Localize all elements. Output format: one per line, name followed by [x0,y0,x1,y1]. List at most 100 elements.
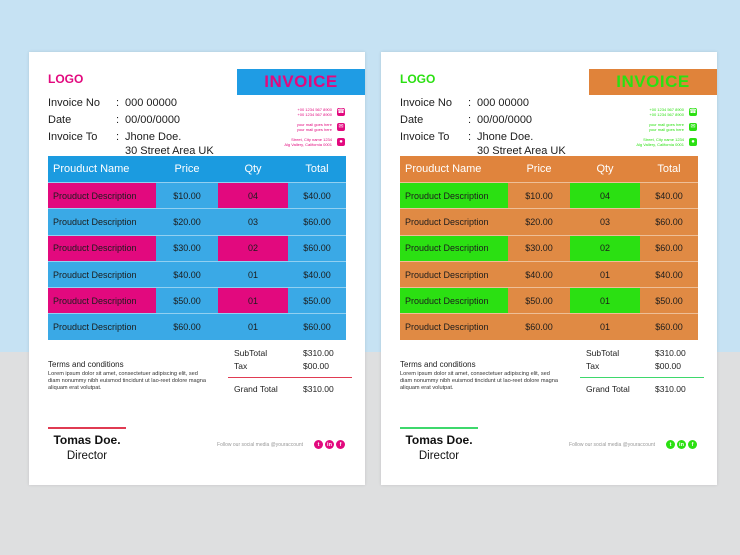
facebook-icon[interactable]: f [336,440,345,449]
items-table: Prouduct Name Price Qty Total Prouduct Descr… [400,156,698,340]
invoice-to-label: Invoice To [400,130,450,143]
mail-icon: ✉ [337,122,345,131]
date-row: Date:00/00/0000 [48,111,214,128]
table-row: Prouduct Description $30.00 02 $60.00 [400,234,698,261]
contact-block: +00 1234 567 8900 +00 1234 567 8900 ☎ your … [597,104,697,149]
colon: : [468,96,472,109]
contact-line: +00 1234 567 8900 [297,111,332,117]
totals-divider [228,377,352,378]
contact-line: your mail goes here [648,126,684,132]
product-total: $60.00 [640,235,698,261]
product-qty: 03 [247,216,258,227]
contact-email: your mail goes here your mail goes here ✉ [245,119,345,134]
table-header: Prouduct Name Price Qty Total [400,156,698,182]
product-total: $40.00 [303,269,331,280]
social-block: Follow our social media @youraccount t in f [217,440,345,449]
date-value: 00/00/0000 [125,113,181,126]
invoice-to-row: Invoice To: Jhone Doe. [48,128,214,145]
contact-line: your mail goes here [296,121,332,127]
table-row: Prouduct Description $10.00 04 $40.00 [48,182,346,209]
logo: LOGO [48,72,84,86]
contact-line: your mail goes here [296,126,332,132]
column-header: Qty [596,163,614,175]
customer-address: 30 Street Area UK [125,145,214,157]
product-total: $40.00 [288,183,346,209]
twitter-icon[interactable]: t [666,440,675,449]
column-header: Price [526,163,552,175]
product-description: Prouduct Description [405,322,489,333]
contact-line: +00 1234 567 8900 [649,111,684,117]
customer-name: Jhone Doe. [477,130,534,143]
follow-text: Follow our social media @youraccount [569,441,655,448]
invoice-number-row: Invoice No:000 00000 [400,94,566,111]
invoice-title-banner: INVOICE [237,69,365,95]
invoice-meta: Invoice No:000 00000 Date:00/00/0000 Invoi… [400,94,566,158]
signature-line [48,427,126,429]
product-description: Prouduct Description [405,269,489,280]
product-total: $60.00 [303,322,331,333]
tax-value: $00.00 [303,360,329,371]
location-icon: ● [689,137,697,146]
invoice-to-label: Invoice To [48,130,98,143]
signer-name: Tomas Doe. [405,433,473,447]
subtotal-row: SubTotal $310.00 [586,346,698,359]
totals-divider [580,377,704,378]
contact-block: +00 1234 567 8900 +00 1234 567 8900 ☎ your … [245,104,345,149]
product-description: Prouduct Description [400,235,508,261]
date-label: Date [400,113,424,126]
facebook-icon[interactable]: f [688,440,697,449]
contact-line: your mail goes here [648,121,684,127]
subtotal-row: SubTotal $310.00 [234,346,346,359]
customer-name: Jhone Doe. [125,130,182,143]
subtotal-value: $310.00 [303,347,334,358]
product-qty: 01 [247,269,258,280]
colon: : [116,113,120,126]
grand-total-label: Grand Total [586,383,630,394]
product-total: $40.00 [655,269,683,280]
invoice-meta: Invoice No:000 00000 Date:00/00/0000 Invoi… [48,94,214,158]
colon: : [468,113,472,126]
totals-block: SubTotal $310.00 Tax $00.00 Grand Total $310.… [580,346,704,395]
product-total: $60.00 [655,322,683,333]
contact-email-text: your mail goes here your mail goes here [297,122,332,132]
invoice-sheet-green-orange: LOGO INVOICE Invoice No:000 00000 Date:00/0… [381,52,717,485]
column-header: Prouduct Name [405,163,482,175]
signer-name: Tomas Doe. [53,433,121,447]
twitter-icon[interactable]: t [314,440,323,449]
date-label: Date [48,113,72,126]
location-icon: ● [337,137,345,146]
contact-line: Street, City name 1234 [291,136,332,142]
product-price: $60.00 [525,322,553,333]
product-total: $50.00 [640,288,698,314]
tax-label: Tax [586,360,600,371]
contact-address: Street, City name 1234 Alg Vallery, Calif… [597,134,697,149]
contact-line: Street, City name 1234 [643,136,684,142]
column-header: Total [657,163,681,175]
product-qty: 01 [570,288,640,314]
grand-total-row: Grand Total $310.00 [586,382,698,395]
table-row: Prouduct Description $60.00 01 $60.00 [400,313,698,339]
phone-icon: ☎ [337,107,345,116]
product-qty: 04 [218,183,288,209]
product-price: $30.00 [156,235,218,261]
table-row: Prouduct Description $50.00 01 $50.00 [400,287,698,314]
linkedin-icon[interactable]: in [677,440,686,449]
customer-address: 30 Street Area UK [477,145,566,157]
contact-phone: +00 1234 567 8900 +00 1234 567 8900 ☎ [245,104,345,119]
product-price: $50.00 [508,288,570,314]
date-row: Date:00/00/0000 [400,111,566,128]
invoice-number-value: 000 00000 [477,96,529,109]
contact-address-text: Street, City name 1234 Alg Vallery, Calif… [284,137,332,147]
product-price: $10.00 [156,183,218,209]
linkedin-icon[interactable]: in [325,440,334,449]
product-price: $40.00 [173,269,201,280]
product-price: $60.00 [173,322,201,333]
table-row: Prouduct Description $30.00 02 $60.00 [48,234,346,261]
tax-row: Tax $00.00 [586,359,698,372]
grand-total-value: $310.00 [655,383,686,394]
table-header: Prouduct Name Price Qty Total [48,156,346,182]
product-qty: 03 [599,216,610,227]
column-header: Prouduct Name [53,163,130,175]
table-row: Prouduct Description $10.00 04 $40.00 [400,182,698,209]
grand-total-value: $310.00 [303,383,334,394]
